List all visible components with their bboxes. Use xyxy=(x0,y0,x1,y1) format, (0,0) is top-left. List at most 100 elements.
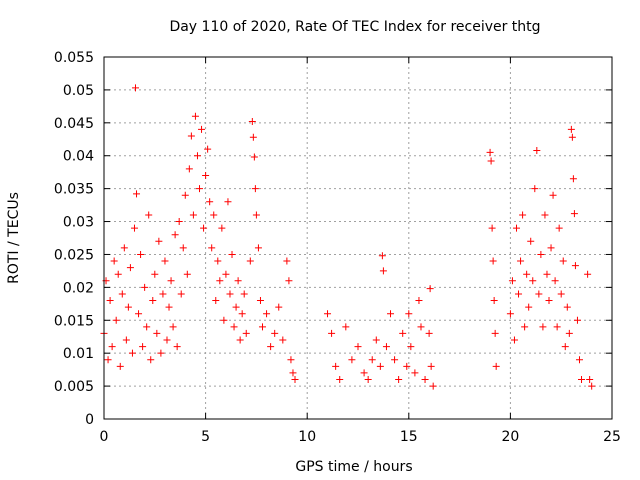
data-point xyxy=(512,224,520,232)
data-point xyxy=(126,264,134,272)
data-point xyxy=(372,336,380,344)
data-point xyxy=(567,125,575,133)
data-point xyxy=(491,329,499,337)
data-point xyxy=(531,185,539,193)
data-point xyxy=(568,133,576,141)
data-point xyxy=(348,356,356,364)
chart-title: Day 110 of 2020, Rate Of TEC Index for r… xyxy=(169,19,540,35)
data-point xyxy=(133,190,141,198)
y-tick-label: 0.005 xyxy=(54,379,94,395)
data-point xyxy=(212,297,220,305)
data-point xyxy=(533,146,541,154)
data-point xyxy=(486,148,494,156)
data-point xyxy=(159,290,167,298)
x-tick-label: 15 xyxy=(400,429,418,445)
data-point xyxy=(114,270,122,278)
data-point xyxy=(163,336,171,344)
data-point xyxy=(421,376,429,384)
data-point xyxy=(529,277,537,285)
data-point xyxy=(555,224,563,232)
data-point xyxy=(122,336,130,344)
tick-labels: 0 5 10 15 20 25 0 0.005 0.01 0.015 0.02 0.025 0.03 0.… xyxy=(54,50,621,445)
data-point xyxy=(141,283,149,291)
data-point xyxy=(565,329,573,337)
data-point xyxy=(196,185,204,193)
data-point xyxy=(226,290,234,298)
data-point xyxy=(569,175,577,183)
data-point xyxy=(279,336,287,344)
data-point xyxy=(426,285,434,293)
data-point xyxy=(130,224,138,232)
data-point xyxy=(551,277,559,285)
data-point xyxy=(487,157,495,165)
data-point xyxy=(427,362,435,370)
data-point xyxy=(368,356,376,364)
data-point xyxy=(230,323,238,331)
data-point xyxy=(271,329,279,337)
y-tick-label: 0.015 xyxy=(54,313,94,329)
data-points xyxy=(100,84,596,390)
data-point xyxy=(232,303,240,311)
data-point xyxy=(573,316,581,324)
data-point xyxy=(275,303,283,311)
data-point xyxy=(535,290,543,298)
data-point xyxy=(324,310,332,318)
data-point xyxy=(391,356,399,364)
data-point xyxy=(181,191,189,199)
data-point xyxy=(183,270,191,278)
data-point xyxy=(120,244,128,252)
data-point xyxy=(145,211,153,219)
data-point xyxy=(387,310,395,318)
y-tick-label: 0.025 xyxy=(54,247,94,263)
data-point xyxy=(571,262,579,270)
data-point xyxy=(488,224,496,232)
data-point xyxy=(405,310,413,318)
data-point xyxy=(108,343,116,351)
y-tick-label: 0.05 xyxy=(63,83,94,99)
data-point xyxy=(254,244,262,252)
data-point xyxy=(382,343,390,351)
data-point xyxy=(291,376,299,384)
data-point xyxy=(228,250,236,258)
data-point xyxy=(403,362,411,370)
data-point xyxy=(246,257,254,265)
x-axis-label: GPS time / hours xyxy=(295,459,412,475)
data-point xyxy=(128,349,136,357)
data-point xyxy=(287,356,295,364)
data-point xyxy=(407,343,415,351)
data-point xyxy=(332,362,340,370)
data-point xyxy=(179,244,187,252)
data-point xyxy=(139,343,147,351)
data-point xyxy=(224,198,232,206)
y-tick-label: 0.055 xyxy=(54,50,94,66)
x-tick-label: 20 xyxy=(501,429,519,445)
data-point xyxy=(238,310,246,318)
data-point xyxy=(137,250,145,258)
data-point xyxy=(240,290,248,298)
data-point xyxy=(541,211,549,219)
data-point xyxy=(131,84,139,92)
data-point xyxy=(523,270,531,278)
data-point xyxy=(283,257,291,265)
data-point xyxy=(285,277,293,285)
data-point xyxy=(191,112,199,120)
data-point xyxy=(429,382,437,390)
data-point xyxy=(214,257,222,265)
x-tick-label: 0 xyxy=(100,429,109,445)
data-point xyxy=(537,250,545,258)
data-point xyxy=(561,343,569,351)
data-point xyxy=(336,376,344,384)
data-point xyxy=(222,270,230,278)
data-point xyxy=(236,336,244,344)
data-point xyxy=(553,323,561,331)
data-point xyxy=(112,316,120,324)
data-point xyxy=(147,356,155,364)
data-point xyxy=(208,244,216,252)
data-point xyxy=(545,297,553,305)
data-point xyxy=(549,191,557,199)
data-point xyxy=(151,270,159,278)
data-point xyxy=(575,356,583,364)
data-point xyxy=(252,211,260,219)
data-point xyxy=(570,210,578,218)
